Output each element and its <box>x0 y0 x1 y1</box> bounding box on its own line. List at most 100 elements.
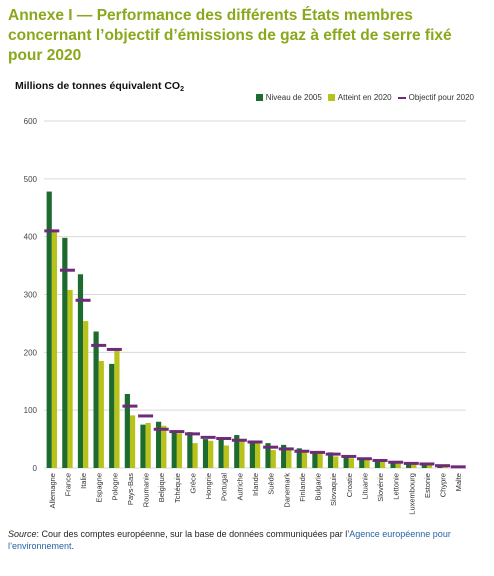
bar-level-2005 <box>265 443 271 468</box>
bar-achieved-2020 <box>208 440 214 468</box>
y-tick-label: 100 <box>24 406 38 415</box>
bar-achieved-2020 <box>380 461 386 468</box>
x-category-label: Belgique <box>157 473 166 502</box>
bar-level-2005 <box>390 462 396 468</box>
legend-label-2005: Niveau de 2005 <box>265 93 322 102</box>
x-category-label: Allemagne <box>48 473 57 508</box>
bar-achieved-2020 <box>176 433 183 468</box>
source-agency-link[interactable]: Agence européenne pour l’environnement <box>8 529 451 551</box>
bar-achieved-2020 <box>145 422 151 468</box>
bar-achieved-2020 <box>129 415 136 468</box>
x-category-label: Slovaquie <box>329 473 338 506</box>
bar-achieved-2020 <box>301 451 308 468</box>
bar-level-2005 <box>93 331 99 468</box>
x-category-label: Slovénie <box>376 473 385 502</box>
x-category-label: Chypre <box>439 473 448 497</box>
y-tick-label: 300 <box>24 291 38 300</box>
bar-level-2005 <box>187 432 193 468</box>
source-note: Source: Cour des comptes européenne, sur… <box>8 528 484 552</box>
bar-level-2005 <box>234 435 240 468</box>
x-category-label: Italie <box>79 473 88 489</box>
x-category-label: Tchéquie <box>173 473 182 503</box>
bar-achieved-2020 <box>161 425 167 468</box>
y-axis-unit-label: Millions de tonnes équivalent CO2 <box>15 80 184 93</box>
bar-achieved-2020 <box>51 232 58 468</box>
x-category-label: Autriche <box>235 473 244 501</box>
bar-achieved-2020 <box>348 458 354 468</box>
x-category-label: Hongrie <box>204 473 213 499</box>
bar-achieved-2020 <box>98 361 104 468</box>
bar-achieved-2020 <box>67 289 73 468</box>
bar-achieved-2020 <box>411 463 417 468</box>
bar-level-2005 <box>62 237 68 468</box>
bar-achieved-2020 <box>239 440 245 468</box>
bar-level-2005 <box>124 393 130 468</box>
x-category-label: France <box>63 473 72 496</box>
bar-level-2005 <box>77 274 84 468</box>
source-label: Source <box>8 529 37 539</box>
x-category-label: Pays-Bas <box>126 473 135 505</box>
bar-level-2005 <box>46 191 52 468</box>
bar-achieved-2020 <box>83 321 89 468</box>
legend-swatch-2005 <box>255 94 263 101</box>
bar-level-2005 <box>140 424 146 468</box>
x-category-label: Portugal <box>220 473 229 501</box>
legend-item-2020-target: Objectif pour 2020 <box>397 93 474 102</box>
x-category-label: Pologne <box>110 473 119 501</box>
bar-level-2005 <box>171 431 177 468</box>
bar-level-2005 <box>343 456 349 468</box>
y-tick-label: 0 <box>33 464 38 473</box>
bar-level-2005 <box>406 462 412 468</box>
legend-label-2020-target: Objectif pour 2020 <box>408 93 474 102</box>
x-category-label: Estonie <box>423 473 432 498</box>
y-tick-label: 600 <box>24 117 38 126</box>
x-category-label: Roumanie <box>142 473 151 507</box>
legend-item-2020-achieved: Atteint en 2020 <box>327 93 392 102</box>
x-category-label: Finlande <box>298 473 307 502</box>
bar-chart: 0 100 200 300 400 500 600 Allemagne France Italie… <box>24 117 466 515</box>
x-category-label: Irlande <box>251 473 260 496</box>
x-category-label: Lettonie <box>392 473 401 500</box>
bar-achieved-2020 <box>364 459 370 468</box>
bar-achieved-2020 <box>317 453 323 468</box>
x-category-label: Suède <box>267 473 276 495</box>
bar-level-2005 <box>109 363 115 468</box>
x-category-label: Grèce <box>188 473 197 493</box>
x-category-label: Luxembourg <box>407 473 416 515</box>
bar-level-2005 <box>312 451 318 468</box>
bar-achieved-2020 <box>270 450 276 468</box>
unit-label-text: Millions de tonnes équivalent CO <box>15 80 181 92</box>
bar-level-2005 <box>156 421 162 468</box>
unit-label-subscript: 2 <box>180 86 185 93</box>
bar-achieved-2020 <box>426 464 433 468</box>
bar-level-2005 <box>218 439 224 468</box>
x-category-label: Bulgarie <box>314 473 323 501</box>
legend: Niveau de 2005 Atteint en 2020 Objectif … <box>255 93 474 102</box>
y-tick-label: 400 <box>24 233 38 242</box>
bar-level-2005 <box>374 461 381 468</box>
bar-level-2005 <box>421 463 427 468</box>
bar-level-2005 <box>359 459 365 468</box>
x-category-label: Croatie <box>345 473 354 497</box>
x-category-label: Danemark <box>282 473 291 508</box>
bar-level-2005 <box>281 444 287 468</box>
y-tick-label: 200 <box>24 348 38 357</box>
bar-level-2005 <box>296 448 302 468</box>
legend-item-2005: Niveau de 2005 <box>255 93 322 102</box>
bar-achieved-2020 <box>286 449 292 468</box>
bar-achieved-2020 <box>395 463 401 468</box>
y-tick-label: 500 <box>24 175 38 184</box>
bar-level-2005 <box>249 440 255 468</box>
bar-level-2005 <box>327 452 334 468</box>
bar-achieved-2020 <box>333 456 339 468</box>
legend-label-2020-achieved: Atteint en 2020 <box>337 93 392 102</box>
x-category-label: Malte <box>454 473 463 491</box>
bar-achieved-2020 <box>223 445 229 468</box>
source-end: . <box>71 541 75 551</box>
bar-achieved-2020 <box>114 349 120 468</box>
legend-swatch-2020-achieved <box>327 94 335 101</box>
source-text: : Cour des comptes européenne, sur la ba… <box>36 529 350 539</box>
bar-achieved-2020 <box>255 443 261 468</box>
x-category-label: Lituanie <box>360 473 369 499</box>
chart-title: Annexe I — Performance des différents Ét… <box>8 7 452 64</box>
